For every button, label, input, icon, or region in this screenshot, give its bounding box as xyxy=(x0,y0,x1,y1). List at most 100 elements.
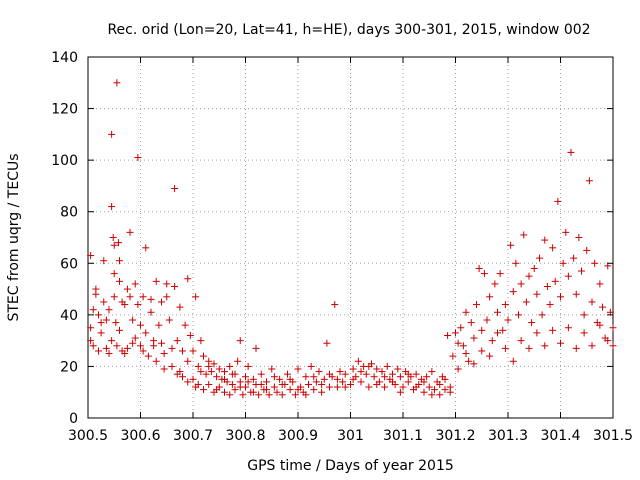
data-point xyxy=(486,352,494,360)
data-point xyxy=(501,344,509,352)
data-point xyxy=(97,329,105,337)
data-point xyxy=(95,347,102,355)
data-point xyxy=(441,386,449,394)
data-point xyxy=(236,383,244,391)
data-point xyxy=(113,79,121,87)
data-point xyxy=(604,262,612,270)
data-point xyxy=(567,148,575,156)
data-point xyxy=(549,326,557,334)
data-point xyxy=(341,383,349,391)
data-point xyxy=(404,370,412,378)
data-point xyxy=(137,321,144,329)
data-point xyxy=(588,342,596,350)
data-point xyxy=(102,344,110,352)
x-tick-label: 301.3 xyxy=(488,428,528,444)
data-point xyxy=(87,337,95,345)
data-point xyxy=(399,383,407,391)
y-tick-label: 80 xyxy=(60,205,78,221)
data-point xyxy=(168,344,176,352)
data-point xyxy=(87,324,95,332)
data-point xyxy=(541,236,549,244)
data-point xyxy=(165,316,173,324)
grid-lines xyxy=(88,57,613,418)
data-point xyxy=(349,365,357,373)
data-point xyxy=(478,326,486,334)
data-point xyxy=(494,308,501,316)
data-point xyxy=(326,370,333,378)
y-tick-label: 0 xyxy=(69,411,78,427)
data-point xyxy=(270,383,278,391)
x-tick-label: 300.6 xyxy=(120,428,160,444)
data-point xyxy=(89,342,97,350)
data-point xyxy=(92,290,100,298)
data-point xyxy=(255,391,263,399)
data-point xyxy=(184,357,192,365)
data-point xyxy=(163,280,171,288)
data-point xyxy=(108,130,116,138)
data-point xyxy=(436,391,444,399)
data-point xyxy=(249,375,257,383)
data-point xyxy=(604,337,612,345)
data-point xyxy=(102,316,110,324)
data-point xyxy=(176,368,184,376)
data-point xyxy=(226,391,234,399)
data-point xyxy=(126,228,134,236)
data-point xyxy=(276,375,284,383)
data-point xyxy=(95,311,102,319)
data-point xyxy=(265,391,273,399)
data-point xyxy=(160,350,168,358)
data-point xyxy=(483,316,491,324)
data-point xyxy=(428,368,436,376)
data-point xyxy=(179,373,186,381)
data-point xyxy=(609,324,617,332)
data-point xyxy=(475,264,483,272)
data-point xyxy=(163,293,171,301)
data-point xyxy=(221,388,228,396)
data-point xyxy=(609,342,617,350)
data-point xyxy=(189,347,197,355)
data-point xyxy=(234,357,242,365)
data-point xyxy=(139,293,147,301)
data-point xyxy=(520,231,528,239)
data-point xyxy=(559,259,567,267)
data-point xyxy=(294,365,302,373)
y-tick-label: 40 xyxy=(60,308,78,324)
data-point xyxy=(362,370,370,378)
data-point xyxy=(142,329,150,337)
data-point xyxy=(499,326,507,334)
data-point xyxy=(515,311,522,319)
data-point xyxy=(284,370,291,378)
x-tick-label: 300.5 xyxy=(68,428,108,444)
data-point xyxy=(160,365,168,373)
data-point xyxy=(530,264,538,272)
data-point xyxy=(244,362,252,370)
data-point xyxy=(249,388,257,396)
data-point xyxy=(134,301,142,309)
data-point xyxy=(173,337,181,345)
data-point xyxy=(171,185,179,193)
data-point xyxy=(536,254,543,262)
x-tick-label: 300.9 xyxy=(278,428,318,444)
data-point xyxy=(420,378,428,386)
data-point xyxy=(312,378,320,386)
data-point xyxy=(525,272,533,280)
data-point xyxy=(420,388,428,396)
data-points xyxy=(87,79,617,399)
data-point xyxy=(200,386,207,394)
data-point xyxy=(341,370,349,378)
data-point xyxy=(509,357,517,365)
data-point xyxy=(394,365,402,373)
data-point xyxy=(588,298,596,306)
data-point xyxy=(538,311,546,319)
data-point xyxy=(168,362,176,370)
data-point xyxy=(478,347,486,355)
data-point xyxy=(150,342,158,350)
data-point xyxy=(504,316,512,324)
data-point xyxy=(354,357,362,365)
data-point xyxy=(320,375,328,383)
data-point xyxy=(396,373,404,381)
data-point xyxy=(114,239,122,247)
data-point xyxy=(263,378,270,386)
data-point xyxy=(194,362,202,370)
